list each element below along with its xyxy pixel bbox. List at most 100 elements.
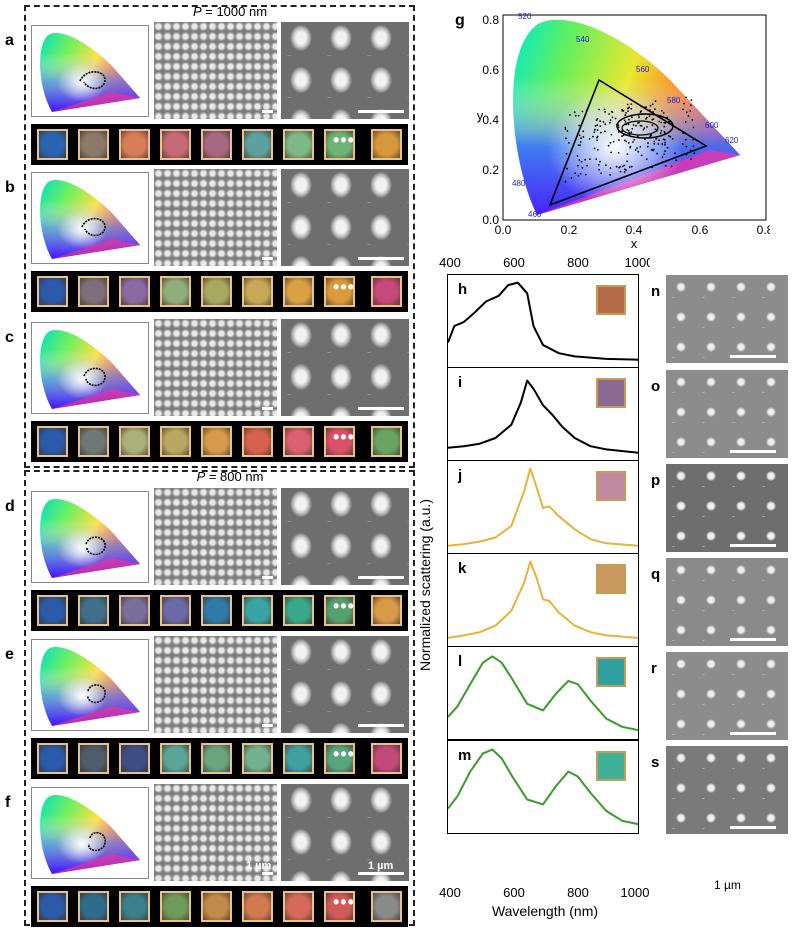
color-swatch	[242, 276, 273, 307]
scalebar-lowmag-b	[262, 257, 273, 260]
scalebar-highmag-c	[358, 407, 404, 410]
panel-label-p: p	[651, 472, 661, 489]
color-swatch	[324, 891, 355, 922]
swatch-strip-b: •••	[31, 271, 408, 312]
color-swatch	[283, 595, 314, 626]
spectra-axes: 400 600 800 1000 400 600 800 1000 Wavele…	[417, 255, 650, 919]
svg-text:0.4: 0.4	[626, 223, 643, 237]
color-swatch	[283, 129, 314, 160]
inset-swatch-i	[596, 378, 626, 408]
swatch-strip-e: •••	[31, 738, 408, 779]
sem-highmag-c	[281, 319, 409, 416]
panel-label-j: j	[458, 467, 463, 484]
sem-highmag-a	[281, 22, 409, 119]
sem-panel-o	[666, 370, 788, 458]
color-swatch	[371, 276, 402, 307]
scalebar-s	[730, 826, 776, 829]
color-swatch	[201, 129, 232, 160]
panel-label-a: a	[5, 32, 14, 49]
ellipsis-dots: •••	[333, 427, 355, 447]
ellipsis-dots: •••	[333, 744, 355, 764]
scale-label-lowmag-f: 1 µm	[246, 860, 272, 872]
color-swatch	[78, 595, 109, 626]
inset-swatch-h	[596, 285, 626, 315]
color-swatch	[119, 426, 150, 457]
scalebar-q	[730, 638, 776, 641]
svg-text:400: 400	[439, 885, 461, 900]
sem-panel-s	[666, 746, 788, 834]
color-swatch	[201, 426, 232, 457]
sem-highmag-b	[281, 169, 409, 266]
scalebar-highmag-f	[358, 872, 404, 875]
scalebar-lowmag-d	[262, 576, 273, 579]
cie-y-ticks: 0.0 0.2 0.4 0.6 0.8	[482, 13, 499, 227]
color-swatch	[371, 595, 402, 626]
color-swatch	[283, 743, 314, 774]
color-swatch	[201, 595, 232, 626]
ellipsis-dots: •••	[333, 892, 355, 912]
inset-swatch-m	[596, 751, 626, 781]
panel-label-k: k	[458, 560, 467, 577]
period-title-800: P = 800 nm	[196, 469, 264, 484]
cie-x-ticks: 0.0 0.2 0.4 0.6 0.8	[495, 223, 770, 237]
color-swatch	[324, 743, 355, 774]
spectrum-line-m	[448, 748, 638, 826]
svg-text:480: 480	[512, 179, 526, 188]
svg-text:0.4: 0.4	[482, 113, 499, 127]
scalebar-highmag-b	[358, 257, 404, 260]
color-swatch	[242, 891, 273, 922]
ellipsis-dots: •••	[333, 130, 355, 150]
scalebar-lowmag-c	[262, 407, 273, 410]
cie-thumb-e	[31, 639, 149, 731]
color-swatch	[201, 891, 232, 922]
color-swatch	[201, 276, 232, 307]
svg-text:540: 540	[576, 35, 590, 44]
sem-highmag-f	[281, 784, 409, 881]
scale-label-highmag-f: 1 µm	[368, 860, 394, 872]
svg-text:0.8: 0.8	[482, 13, 499, 27]
sem-lowmag-c	[154, 319, 277, 416]
scalebar-n	[730, 355, 776, 358]
scalebar-p	[730, 544, 776, 547]
sem-panel-r	[666, 652, 788, 740]
color-swatch	[371, 891, 402, 922]
swatch-strip-a: •••	[31, 124, 408, 165]
panel-label-d: d	[5, 498, 15, 515]
color-swatch	[78, 891, 109, 922]
color-swatch	[242, 129, 273, 160]
panel-label-g: g	[455, 12, 465, 29]
svg-text:1000: 1000	[625, 255, 650, 270]
color-swatch	[242, 426, 273, 457]
svg-text:0.8: 0.8	[757, 223, 770, 237]
x-bottom-ticks: 400 600 800 1000	[439, 885, 649, 900]
color-swatch	[324, 595, 355, 626]
svg-text:0.6: 0.6	[692, 223, 709, 237]
inset-swatch-k	[596, 564, 626, 594]
cie-thumb-b	[31, 172, 149, 264]
panel-label-h: h	[458, 281, 468, 298]
spectrum-panel-k: k	[447, 553, 639, 647]
svg-text:800: 800	[567, 255, 589, 270]
panel-label-e: e	[5, 646, 14, 663]
ellipsis-dots: •••	[333, 277, 355, 297]
color-swatch	[371, 743, 402, 774]
svg-text:0.6: 0.6	[482, 63, 499, 77]
scalebar-lowmag-f	[262, 872, 273, 875]
color-swatch	[37, 891, 68, 922]
color-swatch	[160, 743, 191, 774]
color-swatch	[160, 129, 191, 160]
panel-label-m: m	[458, 747, 472, 764]
color-swatch	[160, 595, 191, 626]
color-swatch	[371, 129, 402, 160]
svg-text:560: 560	[636, 65, 650, 74]
svg-text:600: 600	[503, 885, 525, 900]
color-swatch	[201, 743, 232, 774]
color-swatch	[283, 426, 314, 457]
svg-text:460: 460	[528, 210, 542, 219]
inset-swatch-l	[596, 657, 626, 687]
swatch-strip-f: •••	[31, 886, 408, 927]
cie-xlabel: x	[631, 236, 638, 251]
spectrum-panel-i: i	[447, 367, 639, 461]
cie-chart-g: 520 540 560 580 600 620 480 460 0.0 0.2 …	[477, 12, 770, 251]
color-swatch	[324, 276, 355, 307]
